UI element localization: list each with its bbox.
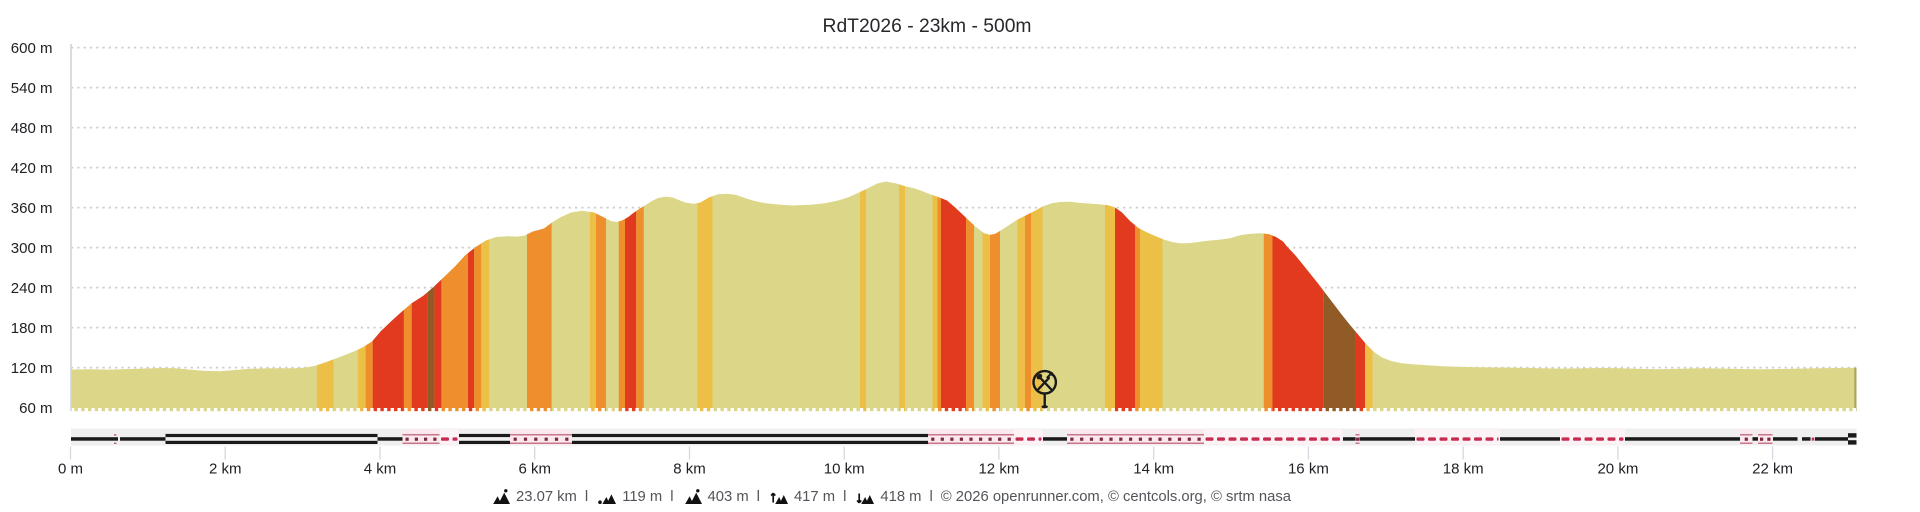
svg-text:180 m: 180 m: [11, 320, 53, 337]
svg-text:16 km: 16 km: [1288, 461, 1329, 478]
svg-text:480 m: 480 m: [11, 120, 53, 137]
svg-text:12 km: 12 km: [978, 461, 1019, 478]
svg-text:360 m: 360 m: [11, 200, 53, 217]
svg-text:10 km: 10 km: [824, 461, 865, 478]
svg-text:300 m: 300 m: [11, 240, 53, 257]
svg-text:20 km: 20 km: [1597, 461, 1638, 478]
svg-text:8 km: 8 km: [673, 461, 706, 478]
svg-text:14 km: 14 km: [1133, 461, 1174, 478]
svg-text:2 km: 2 km: [209, 461, 242, 478]
svg-text:420 m: 420 m: [11, 160, 53, 177]
svg-text:120 m: 120 m: [11, 360, 53, 377]
svg-text:600 m: 600 m: [11, 40, 53, 57]
svg-text:240 m: 240 m: [11, 280, 53, 297]
svg-text:60 m: 60 m: [19, 400, 52, 417]
svg-text:18 km: 18 km: [1443, 461, 1484, 478]
svg-text:6 km: 6 km: [518, 461, 551, 478]
svg-text:0 m: 0 m: [58, 461, 83, 478]
svg-text:4 km: 4 km: [364, 461, 397, 478]
svg-text:22 km: 22 km: [1752, 461, 1793, 478]
svg-text:540 m: 540 m: [11, 80, 53, 97]
